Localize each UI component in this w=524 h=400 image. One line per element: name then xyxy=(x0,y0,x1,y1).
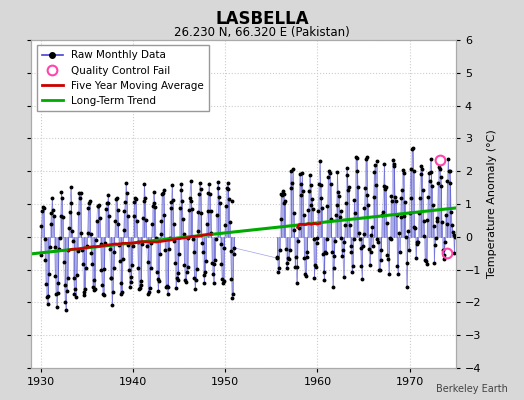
Text: Berkeley Earth: Berkeley Earth xyxy=(436,384,508,394)
Y-axis label: Temperature Anomaly (°C): Temperature Anomaly (°C) xyxy=(487,130,497,278)
Legend: Raw Monthly Data, Quality Control Fail, Five Year Moving Average, Long-Term Tren: Raw Monthly Data, Quality Control Fail, … xyxy=(37,45,209,111)
Text: 26.230 N, 66.320 E (Pakistan): 26.230 N, 66.320 E (Pakistan) xyxy=(174,26,350,39)
Text: LASBELLA: LASBELLA xyxy=(215,10,309,28)
